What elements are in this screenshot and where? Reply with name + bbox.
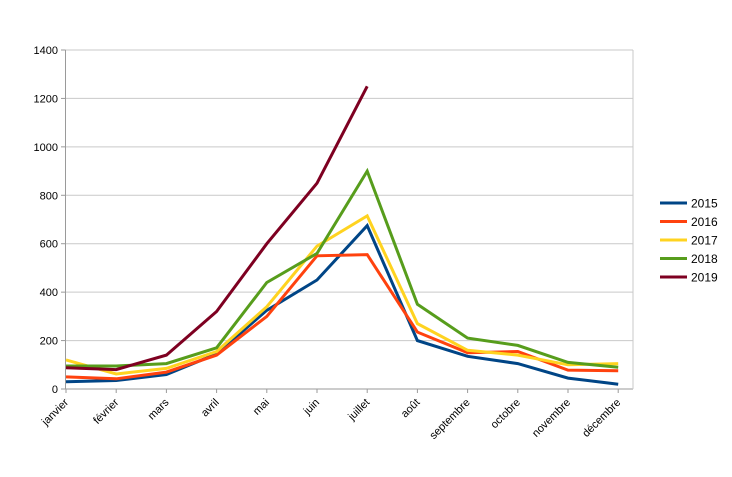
legend-label-2015: 2015 [691,197,718,211]
y-axis-tick-label: 1400 [34,45,58,57]
y-axis-tick-label: 1000 [34,142,58,154]
y-axis-tick-label: 200 [40,336,58,348]
y-axis-tick-label: 800 [40,190,58,202]
x-axis-tick-label: novembre [530,397,573,440]
series-line-2019 [65,85,369,372]
y-axis-tick-label: 400 [40,287,58,299]
legend-label-2016: 2016 [691,215,718,229]
legend-label-2017: 2017 [691,234,718,248]
y-axis-tick-label: 0 [52,384,58,396]
series-line-2018 [66,167,619,369]
x-axis-tick-label: septembre [427,397,472,442]
x-axis-tick-label: octobre [488,397,522,431]
x-axis-tick-label: avril [199,397,222,420]
x-axis-tick-label: janvier [39,396,71,428]
x-axis-tick-label: décembre [580,397,623,440]
legend: 2015 2016 2017 2018 2019 [660,197,718,285]
legend-label-2018: 2018 [691,252,718,266]
x-axis-tick-label: mars [146,396,172,422]
series-line-2016 [65,253,619,381]
legend-label-2019: 2019 [691,271,718,285]
x-axis-tick-label: février [91,396,121,426]
y-axis-tick-label: 600 [40,239,58,251]
y-axis-tick-label: 1200 [34,93,58,105]
x-axis-tick-label: juin [301,397,322,418]
series-line-2015 [65,222,619,386]
x-axis-tick-label: juillet [345,397,372,424]
series-line-2017 [65,213,619,376]
plot-area [61,49,634,393]
series-layer [65,85,619,386]
x-axis-tick-label: août [399,397,423,421]
x-axis-tick-label: mai [251,397,272,418]
